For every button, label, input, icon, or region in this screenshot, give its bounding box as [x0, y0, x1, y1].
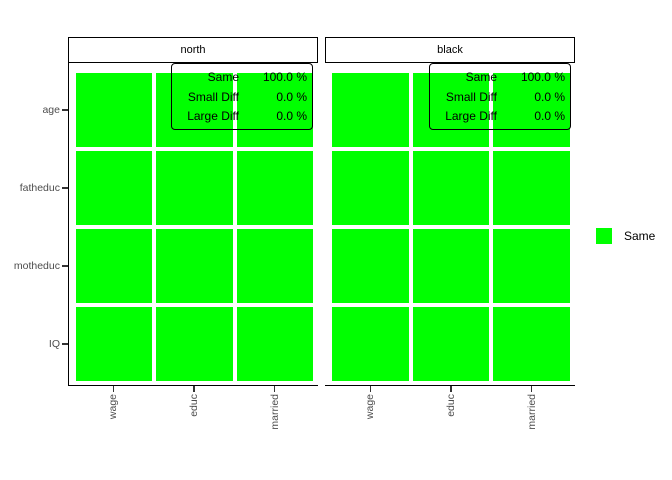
- heatmap-tile: [493, 229, 570, 303]
- x-axis-tick-label: educ: [444, 394, 457, 417]
- x-tick-mark: [531, 386, 533, 392]
- annotation-value: 100.0 %: [262, 70, 307, 85]
- facet-strip-label: black: [437, 44, 463, 56]
- annotation-box-black: Same 100.0 % Small Diff 0.0 % Large Diff…: [429, 63, 571, 130]
- annotation-value: 0.0 %: [534, 108, 565, 123]
- annotation-label: Same: [465, 70, 497, 85]
- y-tick-mark: [62, 109, 68, 111]
- annotation-label: Small Diff: [187, 89, 239, 104]
- heatmap-tile: [412, 307, 490, 381]
- heatmap-tile: [236, 73, 313, 147]
- heatmap-tile: [332, 307, 409, 381]
- annotation-row: Large Diff 0.0 %: [430, 109, 565, 123]
- x-axis-tick-label: educ: [187, 394, 200, 417]
- x-axis-tick-label: wage: [364, 394, 377, 420]
- y-tick-mark: [62, 343, 68, 345]
- annotation-value: 0.0 %: [534, 89, 565, 104]
- annotation-row: Same 100.0 %: [430, 70, 565, 84]
- heatmap-tile: [76, 151, 153, 225]
- legend-key-swatch: [596, 228, 612, 244]
- heatmap-tile: [412, 73, 490, 147]
- y-tick-mark: [62, 187, 68, 189]
- heatmap-tile: [236, 151, 313, 225]
- x-tick-mark: [274, 386, 276, 392]
- annotation-row: Small Diff 0.0 %: [172, 90, 307, 104]
- annotation-row: Same 100.0 %: [172, 70, 307, 84]
- y-axis-tick-label: age: [42, 104, 60, 116]
- x-tick-mark: [112, 386, 114, 392]
- heatmap-tile: [493, 73, 570, 147]
- annotation-value: 0.0 %: [276, 89, 307, 104]
- heatmap-tile: [332, 151, 409, 225]
- x-axis-ticks-black: [332, 386, 570, 392]
- tile-grid-black: [332, 73, 570, 381]
- x-axis-tick-label: wage: [107, 394, 120, 420]
- annotation-label: Small Diff: [445, 89, 497, 104]
- annotation-row: Large Diff 0.0 %: [172, 109, 307, 123]
- heatmap-tile: [156, 73, 233, 147]
- x-tick-mark: [193, 386, 195, 392]
- heatmap-tile: [332, 73, 409, 147]
- heatmap-tile: [236, 307, 313, 381]
- heatmap-tile: [493, 151, 570, 225]
- annotation-box-north: Same 100.0 % Small Diff 0.0 % Large Diff…: [171, 63, 313, 130]
- y-axis-tick-label: motheduc: [13, 260, 60, 272]
- tile-grid-north: [76, 73, 313, 381]
- annotation-label: Same: [207, 70, 239, 85]
- legend: Same: [596, 228, 655, 244]
- heatmap-tile: [412, 151, 490, 225]
- panel-black: [325, 63, 575, 386]
- annotation-value: 100.0 %: [520, 70, 565, 85]
- heatmap-tile: [493, 307, 570, 381]
- legend-key-label: Same: [624, 229, 656, 243]
- heatmap-tile: [332, 229, 409, 303]
- heatmap-tile: [412, 229, 490, 303]
- heatmap-tile: [156, 307, 233, 381]
- x-axis-labels-black: wage educ married: [332, 394, 570, 450]
- heatmap-tile: [76, 307, 153, 381]
- y-tick-mark: [62, 265, 68, 267]
- panel-north: [68, 63, 318, 386]
- facet-strip-north: north: [68, 37, 318, 63]
- facet-strip-black: black: [325, 37, 575, 63]
- heatmap-tile: [76, 73, 153, 147]
- x-axis-labels-north: wage educ married: [75, 394, 313, 450]
- heatmap-tile: [156, 151, 233, 225]
- facet-strip-label: north: [180, 44, 206, 56]
- annotation-value: 0.0 %: [276, 108, 307, 123]
- annotation-label: Large Diff: [445, 108, 497, 123]
- y-axis-ticks: [62, 73, 68, 381]
- heatmap-tile: [76, 229, 153, 303]
- x-axis-tick-label: married: [525, 394, 538, 430]
- heatmap-tile: [236, 229, 313, 303]
- x-axis-ticks-north: [75, 386, 313, 392]
- y-axis-tick-label: fatheduc: [19, 182, 60, 194]
- annotation-label: Large Diff: [187, 108, 239, 123]
- heatmap-tile: [156, 229, 233, 303]
- annotation-row: Small Diff 0.0 %: [430, 90, 565, 104]
- x-tick-mark: [369, 386, 371, 392]
- x-tick-mark: [450, 386, 452, 392]
- x-axis-tick-label: married: [268, 394, 281, 430]
- y-axis-tick-label: IQ: [48, 338, 60, 350]
- y-axis-labels: age fatheduc motheduc IQ: [0, 73, 60, 381]
